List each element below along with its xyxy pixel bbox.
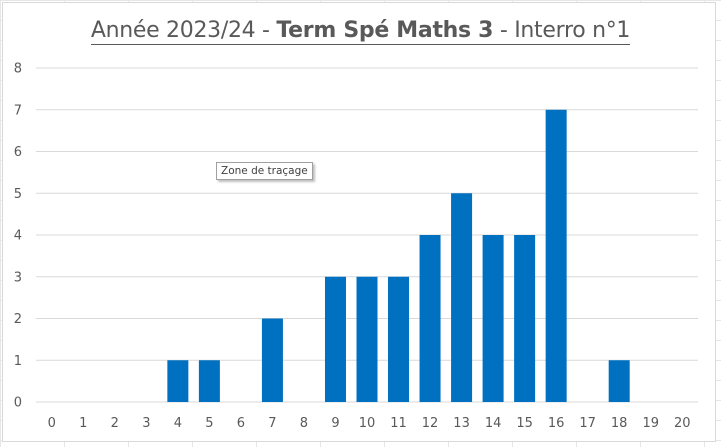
x-tick-label: 18 bbox=[611, 416, 628, 431]
x-tick-label: 3 bbox=[142, 416, 150, 431]
chart-title-part2: Term Spé Maths 3 bbox=[276, 18, 494, 43]
x-tick-label: 14 bbox=[485, 416, 502, 431]
y-tick-label: 8 bbox=[14, 62, 22, 77]
bar-4[interactable] bbox=[167, 360, 189, 402]
x-tick-label: 6 bbox=[237, 416, 245, 431]
bar-14[interactable] bbox=[482, 235, 504, 402]
x-tick-label: 8 bbox=[300, 416, 308, 431]
bar-10[interactable] bbox=[356, 276, 378, 402]
x-tick-label: 20 bbox=[674, 416, 691, 431]
y-tick-label: 3 bbox=[14, 270, 22, 285]
x-tick-label: 9 bbox=[331, 416, 339, 431]
x-tick-label: 12 bbox=[422, 416, 439, 431]
x-tick-label: 17 bbox=[579, 416, 596, 431]
bar-16[interactable] bbox=[545, 109, 567, 402]
x-tick-label: 5 bbox=[205, 416, 213, 431]
x-tick-label: 16 bbox=[548, 416, 565, 431]
bar-5[interactable] bbox=[198, 360, 220, 402]
bar-13[interactable] bbox=[451, 193, 473, 402]
y-tick-label: 1 bbox=[14, 354, 22, 369]
x-tick-label: 0 bbox=[48, 416, 56, 431]
bar-7[interactable] bbox=[261, 318, 283, 403]
plot-area-tooltip: Zone de traçage bbox=[216, 162, 313, 180]
x-tick-label: 13 bbox=[453, 416, 470, 431]
bar-9[interactable] bbox=[324, 276, 346, 402]
bar-15[interactable] bbox=[514, 235, 536, 402]
bar-12[interactable] bbox=[419, 235, 441, 402]
y-tick-label: 6 bbox=[14, 145, 22, 160]
chart-title-part1: Année 2023/24 - bbox=[90, 18, 277, 43]
bar-11[interactable] bbox=[388, 276, 410, 402]
x-tick-label: 11 bbox=[390, 416, 407, 431]
x-tick-label: 19 bbox=[642, 416, 659, 431]
x-tick-label: 4 bbox=[174, 416, 182, 431]
x-tick-label: 15 bbox=[516, 416, 533, 431]
chart-title[interactable]: Année 2023/24 - Term Spé Maths 3 - Inter… bbox=[0, 18, 721, 45]
x-tick-label: 1 bbox=[79, 416, 87, 431]
bar-18[interactable] bbox=[608, 360, 630, 402]
y-tick-label: 4 bbox=[14, 229, 22, 244]
y-tick-label: 0 bbox=[14, 396, 22, 411]
x-tick-label: 10 bbox=[359, 416, 376, 431]
y-tick-label: 7 bbox=[14, 103, 22, 118]
x-tick-label: 2 bbox=[111, 416, 119, 431]
x-tick-label: 7 bbox=[268, 416, 276, 431]
y-tick-label: 2 bbox=[14, 312, 22, 327]
y-tick-label: 5 bbox=[14, 187, 22, 202]
chart-title-part3: - Interro n°1 bbox=[493, 18, 631, 43]
